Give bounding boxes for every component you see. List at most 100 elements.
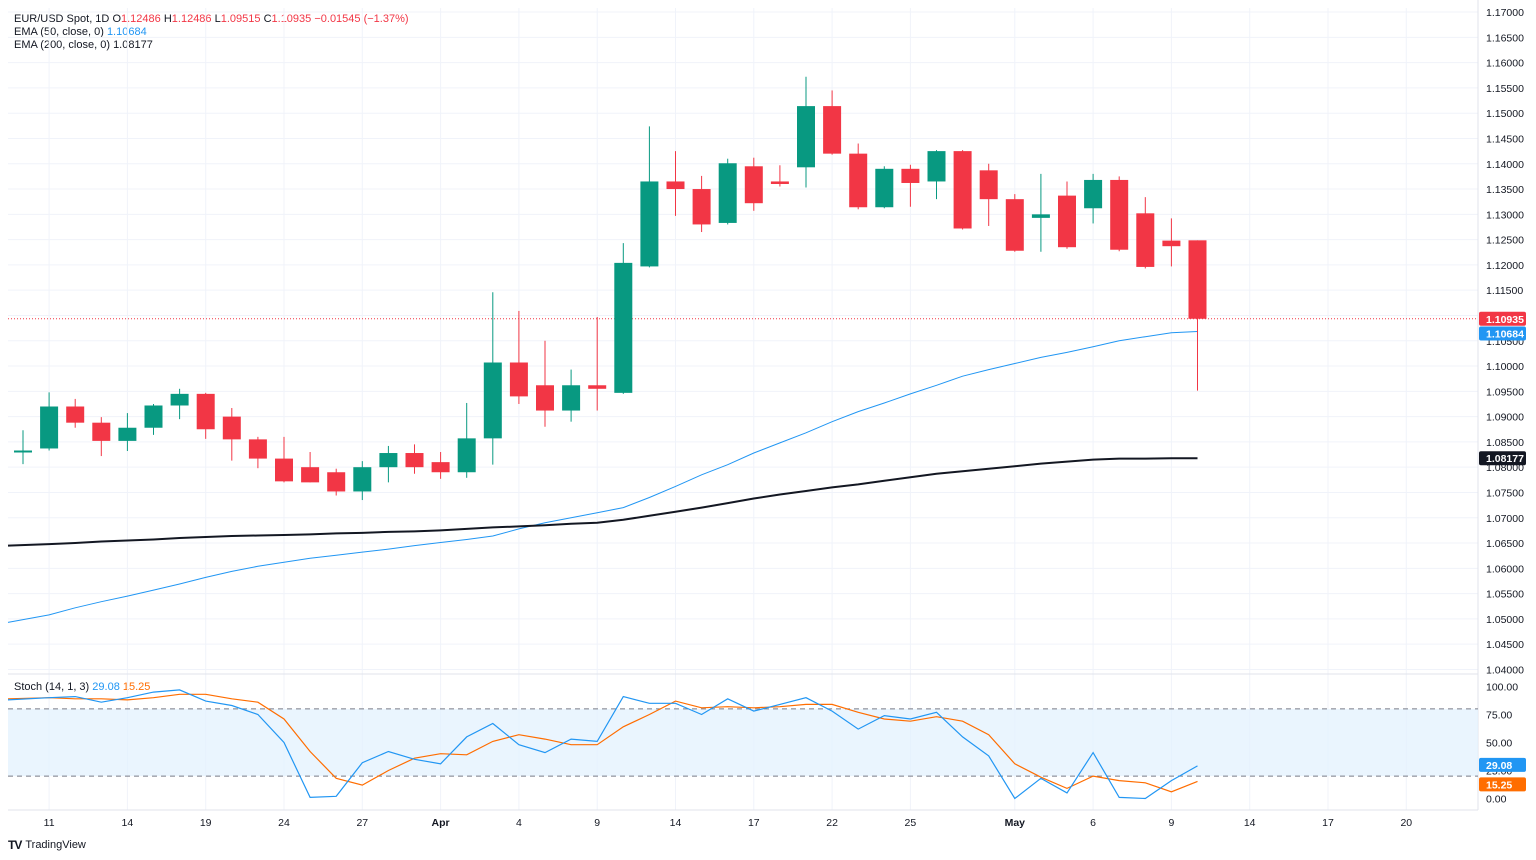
candle-body	[536, 385, 554, 411]
candle-body	[275, 458, 293, 482]
candle-body	[744, 166, 763, 204]
tradingview-logo[interactable]: TV TradingView	[8, 838, 86, 852]
time-tick-label: 22	[826, 817, 838, 829]
candle-body	[509, 362, 528, 397]
candle-body	[40, 406, 59, 449]
candle-body	[562, 385, 581, 411]
ema50-line	[7, 331, 1198, 623]
price-tick-label: 1.06000	[1486, 563, 1524, 575]
low-label: L	[214, 13, 221, 25]
price-tick-label: 1.17000	[1486, 7, 1524, 19]
time-tick-label: 14	[122, 817, 134, 829]
ema50-legend[interactable]: EMA (50, close, 0) 1.10684	[14, 26, 409, 39]
stoch-layer	[7, 689, 1198, 800]
main-legend: EUR/USD Spot, 1D O1.12486 H1.12486 L1.09…	[14, 13, 409, 52]
time-tick-label: 17	[1322, 817, 1334, 829]
stoch-legend[interactable]: Stoch (14, 1, 3) 29.08 15.25	[14, 681, 150, 694]
price-tick-label: 1.13500	[1486, 184, 1524, 196]
change-value: −0.01545 (−1.37%)	[314, 13, 409, 25]
close-value: 1.10935	[271, 13, 312, 25]
open-label: O	[112, 13, 121, 25]
ema200-price-label-bg	[1479, 451, 1526, 466]
stoch-d-value: 15.25	[122, 681, 151, 693]
price-tick-label: 1.16500	[1486, 32, 1524, 44]
candle-body	[692, 189, 711, 225]
candle-body	[14, 450, 32, 453]
candle-body	[1110, 179, 1129, 250]
ohlc-line: EUR/USD Spot, 1D O1.12486 H1.12486 L1.09…	[14, 13, 409, 26]
stoch-label: Stoch (14, 1, 3)	[14, 681, 90, 693]
candle-body	[1058, 195, 1076, 248]
stoch-k-value: 29.08	[92, 681, 120, 693]
price-tick-label: 1.12500	[1486, 235, 1524, 247]
price-tick-label: 1.15500	[1486, 83, 1524, 95]
ema-layer	[7, 318, 1478, 623]
time-tick-label: 17	[748, 817, 760, 829]
symbol-label[interactable]: EUR/USD Spot, 1D	[14, 13, 110, 25]
stoch-d-label-bg	[1479, 777, 1526, 792]
ema50-price-label-bg	[1479, 326, 1526, 341]
ema200-line	[7, 457, 1198, 547]
stoch-d-line	[7, 693, 1198, 793]
price-tick-label: 1.13000	[1486, 209, 1524, 221]
candle-body	[353, 467, 372, 492]
price-tick-label: 1.04000	[1486, 664, 1524, 676]
price-tick-label: 1.12000	[1486, 260, 1524, 272]
price-tick-label: 1.11500	[1486, 285, 1523, 297]
stoch-k-line	[7, 689, 1198, 800]
price-tick-label: 1.14500	[1486, 133, 1524, 145]
price-tick-label: 1.14000	[1486, 159, 1524, 171]
price-tick-label: 1.15000	[1486, 108, 1524, 120]
price-tick-label: 1.08500	[1486, 437, 1524, 449]
candle-body	[431, 462, 450, 473]
candle-body	[614, 262, 633, 393]
candle-body	[1188, 240, 1207, 319]
stoch-tick-label: 50.00	[1486, 738, 1512, 750]
tradingview-logo-text: TradingView	[25, 839, 86, 851]
ema200-price-label: 1.08177	[1486, 453, 1524, 465]
time-tick-label: 25	[905, 817, 917, 829]
candle-body	[66, 406, 85, 423]
ema50-price-label: 1.10684	[1486, 328, 1524, 340]
price-tick-label: 1.04500	[1486, 639, 1524, 651]
high-value: 1.12486	[171, 13, 212, 25]
time-tick-label: 11	[44, 817, 55, 829]
candle-body	[118, 427, 137, 441]
ema200-value: 1.08177	[113, 39, 153, 51]
price-tick-label: 1.07000	[1486, 513, 1524, 525]
candle-body	[770, 181, 789, 184]
price-tick-label: 1.09500	[1486, 386, 1524, 398]
candle-body	[875, 168, 894, 208]
candle-layer	[14, 76, 1207, 501]
candle-body	[953, 151, 972, 229]
ema200-legend[interactable]: EMA (200, close, 0) 1.08177	[14, 39, 409, 52]
time-tick-label: 6	[1090, 817, 1096, 829]
time-tick-label: 24	[278, 817, 290, 829]
candle-body	[927, 151, 946, 182]
stoch-k-label: 29.08	[1486, 760, 1512, 772]
price-tick-label: 1.09000	[1486, 412, 1524, 424]
axis-layer: 1.17000 1.16500 1.16000 1.15500 1.15000 1.145…	[44, 7, 1524, 829]
candle-body	[222, 416, 241, 440]
candle-body	[170, 393, 189, 406]
time-tick-label: Apr	[432, 817, 450, 829]
candle-body	[823, 106, 842, 154]
time-tick-label: 4	[516, 817, 522, 829]
stoch-tick-label: 0.00	[1486, 794, 1507, 806]
price-tick-label: 1.07500	[1486, 487, 1524, 499]
stoch-d-label: 15.25	[1486, 779, 1512, 791]
ema50-value: 1.10684	[106, 26, 147, 38]
price-tick-label: 1.16000	[1486, 58, 1524, 70]
time-tick-label: 19	[200, 817, 212, 829]
candle-body	[144, 405, 163, 428]
candle-body	[797, 106, 815, 168]
time-tick-label: 9	[594, 817, 600, 829]
candle-body	[301, 467, 320, 483]
price-tick-label: 1.05000	[1486, 614, 1524, 626]
candle-body	[588, 385, 607, 389]
candle-body	[457, 438, 476, 473]
candle-body	[1005, 199, 1024, 251]
close-label: C	[263, 13, 272, 25]
price-tick-label: 1.06500	[1486, 538, 1524, 550]
